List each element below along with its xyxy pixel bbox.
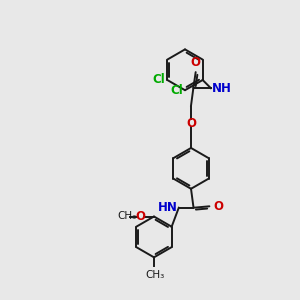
Text: NH: NH bbox=[212, 82, 232, 95]
Text: O: O bbox=[186, 117, 196, 130]
Text: O: O bbox=[191, 56, 201, 69]
Text: Cl: Cl bbox=[170, 84, 183, 97]
Text: CH₃: CH₃ bbox=[146, 270, 165, 280]
Text: CH₃: CH₃ bbox=[117, 211, 136, 221]
Text: O: O bbox=[136, 210, 146, 223]
Text: Cl: Cl bbox=[152, 74, 165, 86]
Text: HN: HN bbox=[158, 201, 177, 214]
Text: O: O bbox=[214, 200, 224, 213]
